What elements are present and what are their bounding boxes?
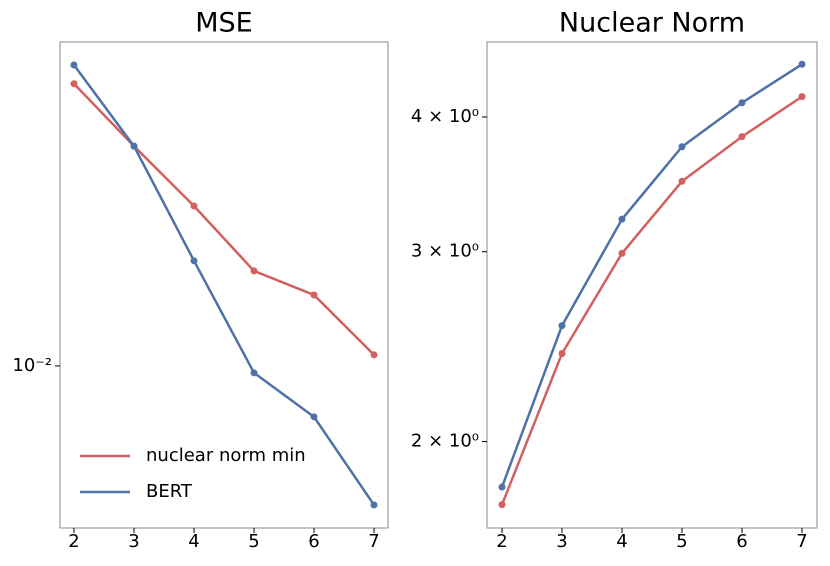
plot-area — [59, 41, 389, 529]
point — [738, 99, 746, 107]
point — [310, 413, 318, 421]
series-line — [73, 82, 375, 356]
x-tick-label: 7 — [796, 531, 807, 552]
point — [498, 483, 506, 491]
legend-label: nuclear norm min — [146, 445, 306, 466]
x-tick-label: 3 — [128, 531, 139, 552]
point — [618, 215, 626, 223]
point — [798, 93, 806, 101]
point — [798, 60, 806, 68]
point — [190, 257, 198, 265]
point — [70, 80, 78, 88]
y-tick-label: 3 × 10⁰ — [411, 241, 479, 262]
series-line — [72, 64, 376, 506]
x-tick-label: 5 — [676, 531, 687, 552]
legend-label: BERT — [146, 481, 193, 502]
y-tick-label: 10⁻² — [12, 355, 52, 376]
x-tick-label: 4 — [188, 531, 199, 552]
x-tick-label: 4 — [616, 531, 627, 552]
point — [370, 351, 378, 359]
point — [678, 143, 686, 151]
x-tick-label: 2 — [68, 531, 79, 552]
chart-title: Nuclear Norm — [559, 8, 745, 39]
y-tick-label: 2 × 10⁰ — [411, 431, 479, 452]
point — [250, 267, 258, 275]
x-tick-label: 2 — [496, 531, 507, 552]
point — [558, 349, 566, 357]
point — [310, 291, 318, 299]
point — [678, 177, 686, 185]
point — [130, 142, 138, 150]
point — [190, 202, 198, 210]
point — [250, 369, 258, 377]
chart-title: MSE — [195, 8, 253, 39]
series-line — [500, 95, 803, 506]
x-tick-label: 6 — [308, 531, 319, 552]
plot-area — [486, 41, 818, 529]
point — [738, 133, 746, 141]
point — [498, 501, 506, 509]
x-tick-label: 5 — [248, 531, 259, 552]
x-tick-label: 7 — [368, 531, 379, 552]
x-tick-label: 3 — [556, 531, 567, 552]
point — [370, 501, 378, 509]
y-tick-label: 4 × 10⁰ — [411, 106, 479, 127]
series-line — [500, 63, 803, 488]
point — [558, 322, 566, 330]
point — [70, 61, 78, 69]
point — [618, 249, 626, 257]
x-tick-label: 6 — [736, 531, 747, 552]
